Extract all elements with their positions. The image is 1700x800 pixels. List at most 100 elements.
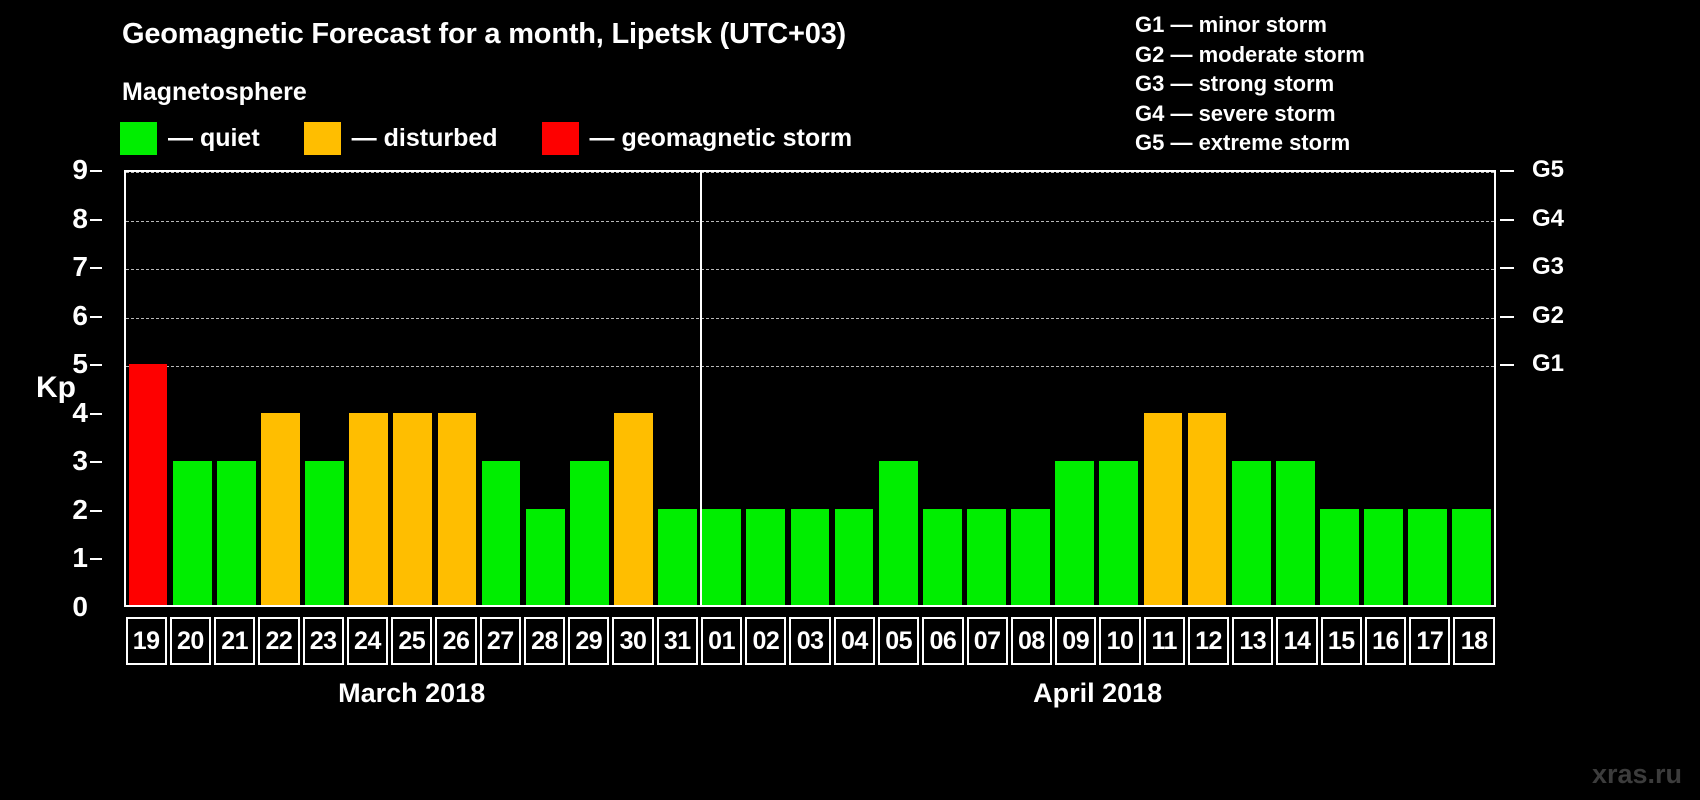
day-label-14[interactable]: 14 bbox=[1276, 617, 1318, 665]
legend-label-storm: — geomagnetic storm bbox=[589, 124, 853, 152]
legend-item-disturbed: — disturbed bbox=[303, 122, 498, 155]
day-label-13[interactable]: 13 bbox=[1232, 617, 1274, 665]
bar-25 bbox=[393, 412, 433, 605]
day-label-26[interactable]: 26 bbox=[435, 617, 477, 665]
bar-cell-30 bbox=[611, 172, 655, 605]
g-scale-axis: G1 G2 G3 G4 G5 bbox=[1496, 156, 1700, 607]
bar-09 bbox=[1055, 460, 1095, 605]
y-tick-label-7: 7 bbox=[72, 251, 88, 283]
bar-10 bbox=[1099, 460, 1139, 605]
g-axis-label-G3: G3 bbox=[1532, 253, 1565, 281]
legend-item-storm: — geomagnetic storm bbox=[541, 122, 853, 155]
bar-cell-28 bbox=[523, 172, 567, 605]
g-axis-tick-G1 bbox=[1500, 364, 1514, 367]
bar-cell-11 bbox=[1141, 172, 1185, 605]
bar-31 bbox=[658, 508, 697, 605]
y-tick-label-3: 3 bbox=[72, 445, 88, 477]
bar-cell-03 bbox=[788, 172, 832, 605]
day-label-19[interactable]: 19 bbox=[125, 617, 167, 665]
bar-cell-23 bbox=[303, 172, 347, 605]
day-label-01[interactable]: 01 bbox=[700, 617, 743, 665]
day-label-06[interactable]: 06 bbox=[922, 617, 964, 665]
y-axis-title: Kp bbox=[36, 371, 76, 404]
day-label-05[interactable]: 05 bbox=[878, 617, 920, 665]
bar-13 bbox=[1231, 460, 1271, 605]
bar-01 bbox=[702, 508, 742, 605]
watermark: xras.ru bbox=[1591, 759, 1682, 789]
day-label-03[interactable]: 03 bbox=[789, 617, 831, 665]
day-label-25[interactable]: 25 bbox=[391, 617, 433, 665]
day-label-28[interactable]: 28 bbox=[523, 617, 566, 665]
bar-14 bbox=[1275, 460, 1315, 605]
bar-cell-07 bbox=[964, 172, 1008, 605]
day-label-row: 19 20 21 22 23 24 25 26 27 28 29 30 31 01 02 03 04 05 06 07… bbox=[124, 617, 1496, 665]
day-label-24[interactable]: 24 bbox=[346, 617, 389, 665]
bar-cell-09 bbox=[1053, 172, 1097, 605]
storm-scale-line-3: G3 — strong storm bbox=[1135, 71, 1335, 96]
bar-cell-22 bbox=[258, 172, 302, 605]
legend-swatch-disturbed-icon bbox=[303, 122, 341, 155]
day-label-21[interactable]: 21 bbox=[214, 617, 256, 665]
y-tick-mark-5 bbox=[90, 364, 102, 367]
day-label-15[interactable]: 15 bbox=[1320, 617, 1362, 665]
bar-cell-04 bbox=[832, 172, 876, 605]
bar-20 bbox=[172, 460, 212, 605]
bar-28 bbox=[525, 508, 565, 605]
day-label-16[interactable]: 16 bbox=[1364, 617, 1407, 665]
day-label-07[interactable]: 07 bbox=[966, 617, 1008, 665]
bar-06 bbox=[922, 508, 962, 605]
bar-cell-26 bbox=[435, 172, 479, 605]
plot-area bbox=[124, 170, 1496, 607]
bar-12 bbox=[1187, 412, 1227, 605]
bar-05 bbox=[878, 460, 918, 605]
day-label-08[interactable]: 08 bbox=[1010, 617, 1053, 665]
bar-21 bbox=[216, 460, 256, 605]
legend-item-quiet: — quiet bbox=[120, 122, 260, 155]
bar-24 bbox=[349, 412, 389, 605]
g-axis-label-G1: G1 bbox=[1532, 350, 1565, 378]
bar-23 bbox=[305, 460, 344, 605]
day-label-11[interactable]: 11 bbox=[1143, 617, 1185, 665]
bar-cell-25 bbox=[391, 172, 435, 605]
day-label-30[interactable]: 30 bbox=[612, 617, 654, 665]
bar-series bbox=[126, 172, 1494, 605]
y-tick-mark-3 bbox=[90, 461, 102, 464]
day-label-17[interactable]: 17 bbox=[1409, 617, 1451, 665]
page-title: Geomagnetic Forecast for a month, Lipets… bbox=[122, 18, 847, 50]
g-axis-tick-G2 bbox=[1500, 315, 1514, 318]
bar-cell-06 bbox=[920, 172, 964, 605]
storm-scale-legend: G1 — minor storm G2 — moderate storm G3 — … bbox=[1135, 10, 1365, 158]
day-label-27[interactable]: 27 bbox=[479, 617, 521, 665]
storm-scale-line-5: G5 — extreme storm bbox=[1135, 130, 1351, 155]
bar-cell-27 bbox=[479, 172, 523, 605]
bar-cell-08 bbox=[1009, 172, 1053, 605]
day-label-04[interactable]: 04 bbox=[833, 617, 876, 665]
y-tick-mark-4 bbox=[90, 412, 102, 415]
bar-19 bbox=[128, 364, 168, 605]
bar-29 bbox=[569, 460, 609, 605]
bar-cell-02 bbox=[744, 172, 788, 605]
day-label-31[interactable]: 31 bbox=[656, 617, 698, 665]
day-label-12[interactable]: 12 bbox=[1187, 617, 1230, 665]
bar-30 bbox=[614, 412, 653, 605]
bar-15 bbox=[1320, 508, 1359, 605]
day-label-18[interactable]: 18 bbox=[1453, 617, 1495, 665]
day-label-23[interactable]: 23 bbox=[302, 617, 344, 665]
bar-26 bbox=[437, 412, 477, 605]
g-axis-tick-G4 bbox=[1500, 218, 1514, 221]
day-label-29[interactable]: 29 bbox=[568, 617, 610, 665]
day-label-10[interactable]: 10 bbox=[1099, 617, 1141, 665]
day-label-02[interactable]: 02 bbox=[745, 617, 787, 665]
day-label-20[interactable]: 20 bbox=[169, 617, 212, 665]
bar-cell-14 bbox=[1273, 172, 1317, 605]
y-tick-label-2: 2 bbox=[72, 493, 88, 525]
bar-cell-19 bbox=[126, 172, 170, 605]
bar-11 bbox=[1143, 412, 1183, 605]
legend-label-disturbed: — disturbed bbox=[351, 124, 498, 152]
day-label-09[interactable]: 09 bbox=[1055, 617, 1097, 665]
bar-07 bbox=[967, 508, 1006, 605]
y-tick-label-8: 8 bbox=[72, 202, 88, 234]
magnetosphere-legend: — quiet — disturbed — geomagnetic storm bbox=[120, 122, 852, 155]
storm-scale-line-4: G4 — severe storm bbox=[1135, 100, 1336, 126]
day-label-22[interactable]: 22 bbox=[258, 617, 300, 665]
